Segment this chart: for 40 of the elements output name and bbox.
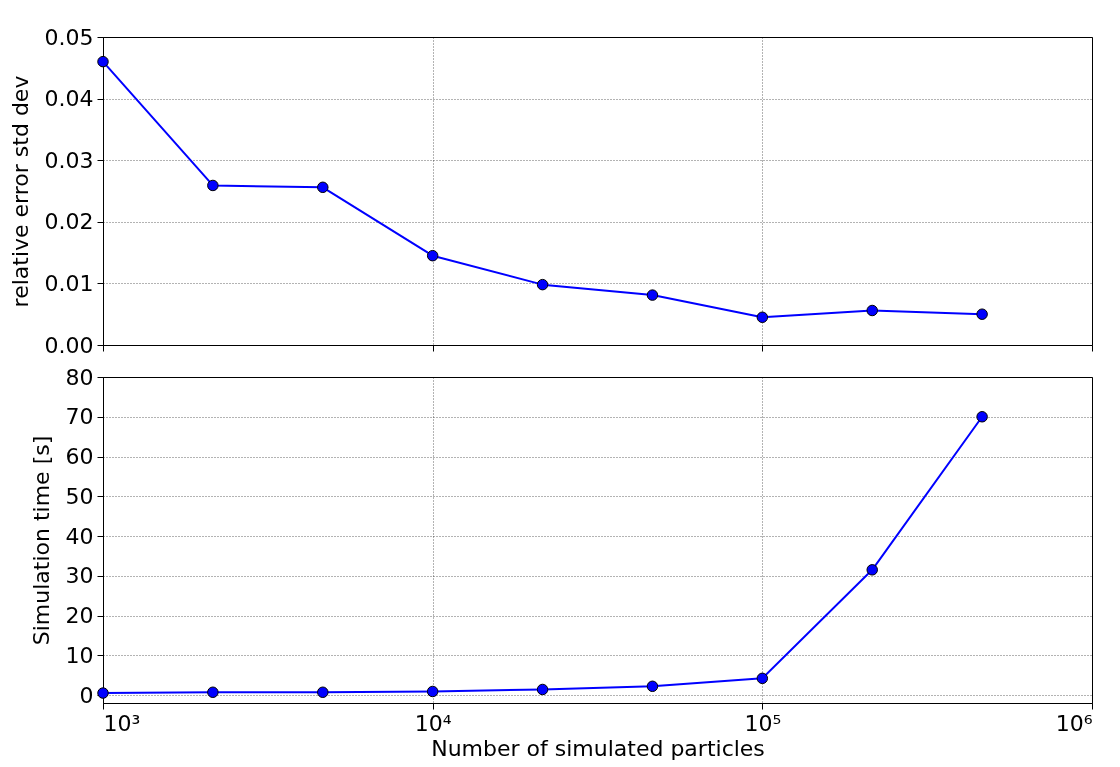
y-tick-label: 0.03 [44, 147, 94, 173]
point [756, 311, 769, 324]
y-tick-label: 20 [65, 603, 94, 629]
y-tick-label: 0.04 [44, 86, 94, 112]
y-tick-label: 50 [65, 483, 94, 509]
y-tick-label: 0.05 [44, 24, 94, 50]
point [317, 686, 329, 698]
y-tick-label: 10 [65, 642, 94, 668]
point [97, 687, 109, 699]
y-tick-label: 0 [79, 682, 94, 708]
x-tick-label: 10⁵ [744, 710, 782, 736]
x-tick-label: 10⁴ [414, 710, 452, 736]
y-axis-title: relative error std dev [7, 75, 33, 308]
point [646, 289, 659, 301]
y-tick-label: 0.01 [44, 270, 94, 296]
y-tick-label: 60 [65, 444, 94, 470]
x-tick-label: 10³ [103, 710, 141, 736]
y-tick-label: 70 [65, 404, 94, 430]
point [646, 680, 659, 693]
x-tick-label: 10⁶ [1055, 710, 1093, 736]
y-tick-label: 80 [65, 364, 94, 390]
y-tick-label: 40 [65, 523, 94, 549]
point [866, 564, 878, 576]
point [866, 304, 878, 317]
y-axis-title: Simulation time [s] [28, 435, 54, 646]
point [207, 686, 219, 698]
point [976, 308, 988, 320]
point [756, 672, 769, 685]
y-tick-label: 0.00 [44, 332, 94, 358]
point [207, 179, 219, 192]
point [97, 55, 109, 68]
point [317, 181, 329, 194]
y-tick-label: 0.02 [44, 209, 94, 235]
point [426, 685, 439, 698]
x-axis-title: Number of simulated particles [431, 735, 765, 761]
point [426, 249, 439, 262]
point [536, 683, 549, 696]
point [976, 411, 988, 423]
y-tick-label: 30 [65, 563, 94, 589]
point [536, 278, 549, 291]
